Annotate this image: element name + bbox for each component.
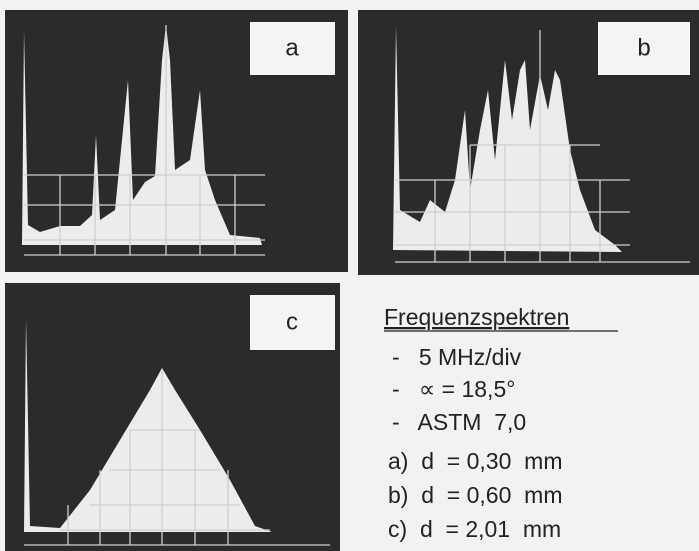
panel-c: c <box>5 283 340 551</box>
spectrum <box>22 25 262 245</box>
label-box <box>598 22 690 75</box>
legend-line: - 5 MHz/div <box>392 344 522 370</box>
legend-title: Frequenzspektren <box>384 304 569 330</box>
label-box <box>250 22 335 75</box>
panel-label: c <box>286 308 298 335</box>
legend: Frequenzspektren - 5 MHz/div - ∝ = 18,5°… <box>384 304 618 542</box>
panel-label: a <box>285 34 299 61</box>
panel-a: a <box>5 10 348 272</box>
panel-b: b <box>358 10 699 275</box>
legend-line: b) d = 0,60 mm <box>388 482 563 508</box>
spectrum <box>24 318 272 532</box>
legend-line: - ASTM 7,0 <box>392 409 526 435</box>
grid <box>24 370 330 546</box>
legend-line: c) d = 2,01 mm <box>388 516 561 542</box>
legend-line: a) d = 0,30 mm <box>388 448 563 474</box>
grid <box>395 30 690 263</box>
panel-label: b <box>637 34 650 61</box>
label-box <box>250 295 335 350</box>
grid <box>24 25 265 256</box>
legend-line: - ∝ = 18,5° <box>392 376 515 402</box>
spectrum <box>393 25 622 252</box>
